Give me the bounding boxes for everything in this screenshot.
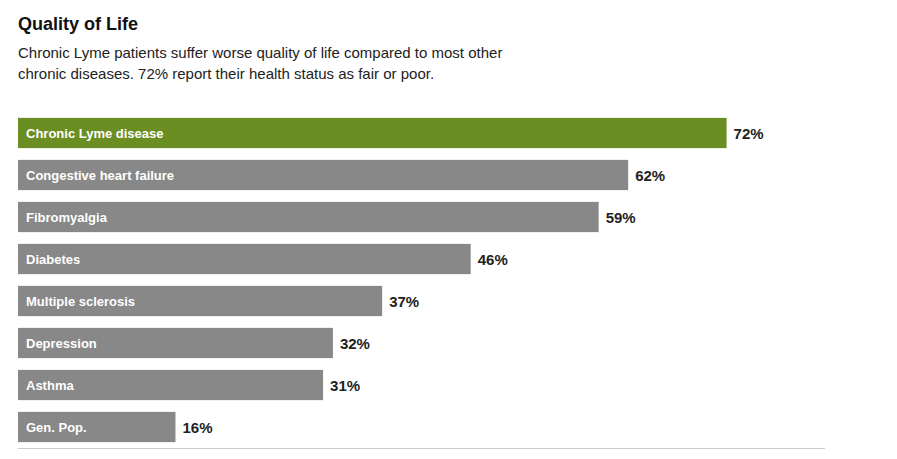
bar <box>18 370 323 400</box>
bar <box>18 202 599 232</box>
category-label: Asthma <box>26 378 74 393</box>
chart-svg: Quality of Life Chronic Lyme patients suf… <box>0 0 897 459</box>
category-label: Congestive heart failure <box>26 168 174 183</box>
bar <box>18 244 471 274</box>
title: Quality of Life <box>18 14 138 34</box>
chart-container: Quality of Life Chronic Lyme patients suf… <box>0 0 897 459</box>
data-label: 72% <box>734 125 764 142</box>
bar <box>18 412 175 442</box>
category-label: Chronic Lyme disease <box>26 126 164 141</box>
category-label: Depression <box>26 336 97 351</box>
bar <box>18 328 333 358</box>
data-label: 37% <box>389 293 419 310</box>
bars <box>18 118 727 442</box>
data-label: 16% <box>182 419 212 436</box>
x-axis-line <box>18 448 825 449</box>
bar <box>18 118 727 148</box>
category-label: Multiple sclerosis <box>26 294 135 309</box>
bar <box>18 286 382 316</box>
category-label: Diabetes <box>26 252 80 267</box>
bar <box>18 160 628 190</box>
labels: Gen. Pop. 16% Asthma 31% Depression 32% Multip… <box>26 125 764 436</box>
category-label: Gen. Pop. <box>26 420 87 435</box>
data-label: 62% <box>635 167 665 184</box>
data-label: 32% <box>340 335 370 352</box>
data-label: 46% <box>478 251 508 268</box>
category-label: Fibromyalgia <box>26 210 108 225</box>
data-label: 59% <box>606 209 636 226</box>
data-label: 31% <box>330 377 360 394</box>
subtitle: Chronic Lyme patients suffer worse quali… <box>18 44 502 82</box>
